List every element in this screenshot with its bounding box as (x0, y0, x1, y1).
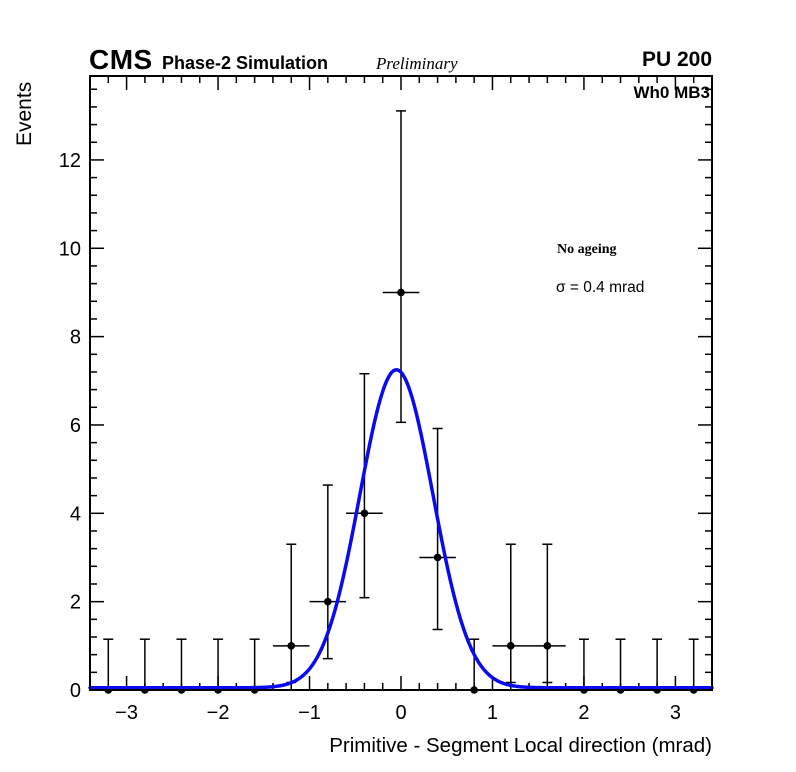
y-tick-label: 4 (70, 503, 81, 525)
y-tick-label: 2 (70, 592, 81, 614)
x-axis-title: Primitive - Segment Local direction (mra… (329, 734, 712, 757)
data-point-marker (324, 597, 332, 606)
data-point-marker (543, 642, 552, 650)
preliminary-label: Preliminary (376, 54, 458, 73)
cms-logo-label: CMS (89, 44, 153, 75)
data-point-marker (360, 509, 369, 518)
plot-frame (89, 75, 713, 691)
x-tick-label: 3 (670, 702, 681, 724)
x-tick-label: −2 (207, 702, 230, 724)
x-tick-label: 1 (487, 702, 498, 724)
x-tick-label: 0 (395, 702, 406, 724)
pileup-label: PU 200 (641, 48, 712, 71)
data-point-marker (287, 642, 296, 650)
chamber-label: Wh0 MB3 (633, 83, 711, 102)
gaussian-fit-curve (88, 368, 714, 690)
x-tick-label: −3 (115, 702, 138, 724)
x-tick-label: −1 (298, 702, 321, 724)
y-tick-label: 6 (70, 415, 81, 437)
y-tick-label: 0 (70, 680, 81, 702)
y-tick-label: 10 (59, 238, 81, 260)
simulation-label: Phase-2 Simulation (162, 53, 329, 73)
x-tick-label: 2 (578, 702, 589, 724)
sigma-annotation: σ = 0.4 mrad (556, 279, 645, 296)
fit-curve-group (88, 368, 714, 690)
data-point-marker (433, 553, 442, 562)
ageing-annotation: No ageing (557, 242, 617, 257)
data-point-marker (506, 642, 515, 650)
y-tick-label: 12 (59, 150, 81, 172)
y-axis-title: Events (13, 81, 36, 146)
y-tick-label: 8 (70, 327, 81, 349)
data-point-marker (397, 288, 405, 297)
error-bars (90, 110, 712, 691)
